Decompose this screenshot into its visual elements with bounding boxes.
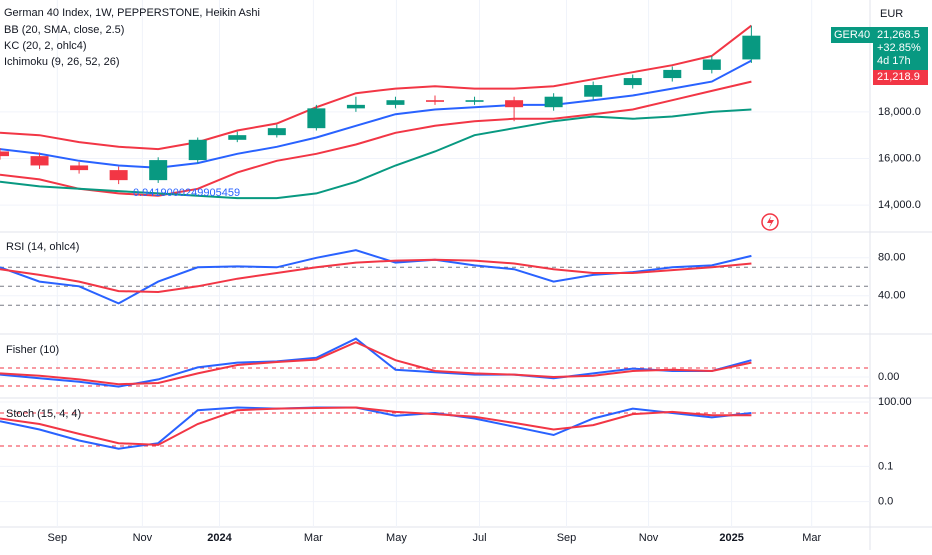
candle-body: [544, 96, 563, 108]
countdown: 4d 17h: [877, 55, 911, 67]
candle-body: [70, 165, 89, 171]
price-badge: [873, 27, 928, 70]
candle-body: [426, 100, 444, 102]
y-tick-label: 80.00: [878, 252, 906, 264]
candle-body: [742, 35, 761, 60]
x-tick-label: 2024: [207, 532, 232, 544]
indicator-line: [0, 59, 752, 169]
y-tick-label: 18,000.0: [878, 106, 921, 118]
symbol-badge: [831, 27, 873, 43]
y-tick-label: 0.1: [878, 460, 893, 472]
pane-title: RSI (14, ohlc4): [6, 241, 79, 253]
y-tick-label: 0.0: [878, 496, 893, 508]
candle-body: [346, 104, 365, 109]
pane-title: Fisher (10): [6, 344, 59, 356]
candle-body: [0, 151, 9, 157]
candle-body: [584, 85, 603, 97]
x-tick-label: Mar: [802, 532, 821, 544]
candle-body: [149, 160, 168, 181]
x-tick-label: Mar: [304, 532, 323, 544]
candle-body: [386, 100, 405, 105]
x-tick-label: Jul: [472, 532, 486, 544]
currency: EUR: [880, 8, 903, 20]
level-price: 21,218.9: [877, 71, 920, 83]
y-tick-label: 0.00: [878, 371, 899, 383]
indicator-label: BB (20, SMA, close, 2.5): [4, 24, 124, 36]
x-tick-label: 2025: [719, 532, 743, 544]
x-tick-label: Nov: [133, 532, 153, 544]
level-badge: [873, 70, 928, 85]
indicator-line: [0, 24, 753, 151]
candle-body: [663, 69, 682, 79]
candle-body: [307, 108, 326, 129]
indicator-line: [0, 108, 752, 200]
chart-title: German 40 Index, 1W, PEPPERSTONE, Heikin…: [4, 7, 260, 19]
pane-title: Stoch (15, 4, 4): [6, 408, 81, 420]
candle-body: [30, 156, 49, 166]
change: +32.85%: [877, 42, 921, 54]
x-tick-label: Sep: [48, 532, 68, 544]
indicator-label: Ichimoku (9, 26, 52, 26): [4, 56, 120, 68]
y-tick-label: 16,000.0: [878, 152, 921, 164]
y-tick-label: 40.00: [878, 290, 906, 302]
indicator-line: [0, 341, 752, 386]
candle-body: [228, 135, 247, 140]
x-tick-label: Sep: [557, 532, 577, 544]
y-tick-label: 14,000.0: [878, 199, 921, 211]
candle-body: [505, 100, 524, 108]
candle-body: [267, 128, 286, 136]
x-tick-label: Nov: [639, 532, 659, 544]
note: 0.9419000249905459: [133, 187, 240, 199]
symbol: GER40: [834, 29, 870, 41]
last-price: 21,268.5: [877, 29, 920, 41]
indicator-line: [0, 80, 752, 197]
y-tick-label: 100.00: [878, 396, 912, 408]
indicator-label: KC (20, 2, ohlc4): [4, 40, 87, 52]
event-icon-bolt: [767, 216, 774, 228]
indicator-line: [0, 337, 752, 388]
candle-body: [702, 59, 721, 70]
indicator-line: [0, 406, 752, 446]
plot: Sep Nov 2024 Mar May Jul Sep Nov 2025 Mar 14,000.0…: [0, 0, 921, 544]
event-icon[interactable]: [761, 213, 779, 231]
indicator-line: [0, 258, 752, 294]
x-tick-label: May: [386, 532, 407, 544]
candle-body: [623, 78, 642, 86]
indicator-line: [0, 406, 752, 450]
candle-body: [109, 170, 128, 181]
candle-body: [188, 139, 207, 161]
candle-body: [465, 100, 484, 102]
